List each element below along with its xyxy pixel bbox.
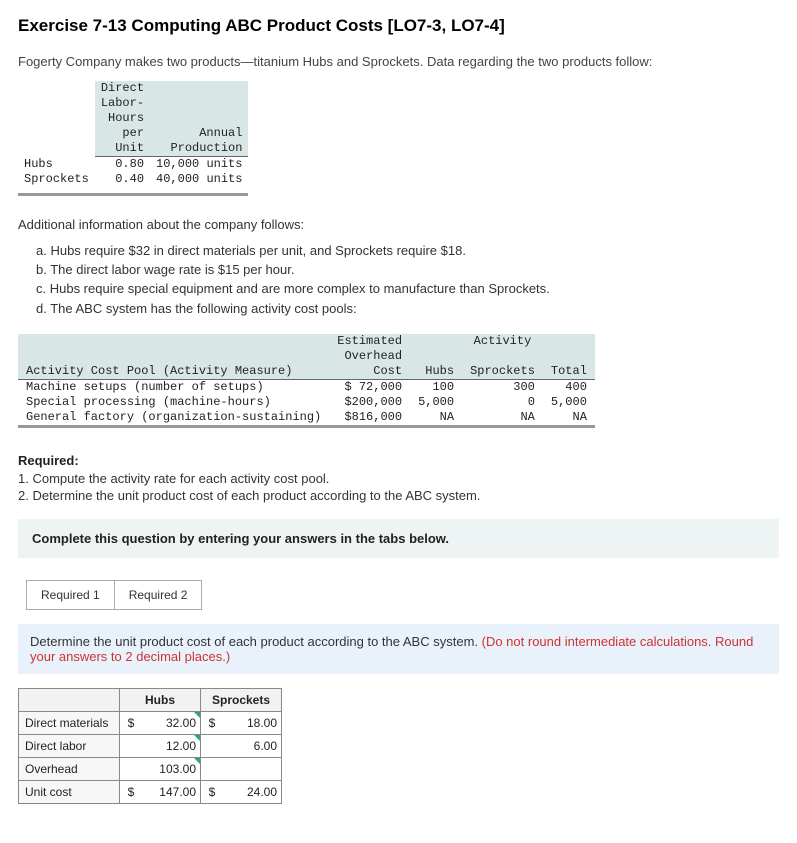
currency-cell[interactable] [201, 734, 224, 757]
table-row: Sprockets 0.40 40,000 units [18, 172, 248, 187]
col-header: Labor- [95, 96, 150, 111]
cell-pool: Special processing (machine-hours) [18, 395, 329, 410]
answer-table: Hubs Sprockets Direct materials $ 32.00 … [18, 688, 282, 804]
table-row: Machine setups (number of setups) $ 72,0… [18, 379, 595, 395]
table-row: Unit cost $ 147.00 $ 24.00 [19, 780, 282, 803]
col-header: per [95, 126, 150, 141]
info-item: b. The direct labor wage rate is $15 per… [36, 261, 779, 279]
col-header: Activity Cost Pool (Activity Measure) [18, 364, 329, 380]
currency-cell[interactable]: $ [120, 780, 143, 803]
table-row: Direct materials $ 32.00 $ 18.00 [19, 711, 282, 734]
input-cell[interactable]: 6.00 [223, 734, 282, 757]
input-cell[interactable] [223, 757, 282, 780]
cell-production: 10,000 units [150, 157, 248, 173]
row-label: Direct labor [19, 734, 120, 757]
cell-cost: $200,000 [329, 395, 410, 410]
col-header: Unit [95, 141, 150, 157]
currency-cell[interactable]: $ [201, 711, 224, 734]
row-label: Hubs [18, 157, 95, 173]
currency-cell[interactable] [120, 734, 143, 757]
cell-hubs: 100 [410, 379, 462, 395]
currency-cell[interactable] [120, 757, 143, 780]
prompt-box: Determine the unit product cost of each … [18, 624, 779, 674]
col-header-sprockets: Sprockets [201, 688, 282, 711]
required-item: 1. Compute the activity rate for each ac… [18, 470, 779, 488]
table-row: Overhead 103.00 [19, 757, 282, 780]
cell-total: NA [543, 410, 595, 425]
tab-required-1[interactable]: Required 1 [26, 580, 115, 610]
page-title: Exercise 7-13 Computing ABC Product Cost… [18, 16, 779, 36]
required-item: 2. Determine the unit product cost of ea… [18, 487, 779, 505]
col-header: Activity [410, 334, 595, 349]
col-header: Cost [329, 364, 410, 380]
currency-cell[interactable]: $ [120, 711, 143, 734]
cell-hubs: NA [410, 410, 462, 425]
currency-cell[interactable] [201, 757, 224, 780]
table-row: Direct labor 12.00 6.00 [19, 734, 282, 757]
row-label: Sprockets [18, 172, 95, 187]
input-cell[interactable]: 147.00 [142, 780, 201, 803]
cell-production: 40,000 units [150, 172, 248, 187]
input-cell[interactable]: 32.00 [142, 711, 201, 734]
col-header-hubs: Hubs [120, 688, 201, 711]
row-label: Direct materials [19, 711, 120, 734]
input-cell[interactable]: 18.00 [223, 711, 282, 734]
col-header: Estimated [329, 334, 410, 349]
info-item: c. Hubs require special equipment and ar… [36, 280, 779, 298]
prompt-text: Determine the unit product cost of each … [30, 634, 482, 649]
intro-text: Fogerty Company makes two products—titan… [18, 54, 779, 69]
col-header: Overhead [329, 349, 410, 364]
cell-pool: General factory (organization-sustaining… [18, 410, 329, 425]
tabs: Required 1Required 2 [26, 580, 779, 610]
col-header: Production [150, 141, 248, 157]
cell-total: 400 [543, 379, 595, 395]
cell-sprockets: NA [462, 410, 543, 425]
cell-total: 5,000 [543, 395, 595, 410]
cell-dlh: 0.40 [95, 172, 150, 187]
input-cell[interactable]: 24.00 [223, 780, 282, 803]
row-label: Unit cost [19, 780, 120, 803]
table-row: Hubs 0.80 10,000 units [18, 157, 248, 173]
info-item: a. Hubs require $32 in direct materials … [36, 242, 779, 260]
instruction-bar: Complete this question by entering your … [18, 519, 779, 558]
cell-sprockets: 0 [462, 395, 543, 410]
cell-sprockets: 300 [462, 379, 543, 395]
cell-dlh: 0.80 [95, 157, 150, 173]
cell-hubs: 5,000 [410, 395, 462, 410]
input-cell[interactable]: 103.00 [142, 757, 201, 780]
additional-info-heading: Additional information about the company… [18, 217, 779, 232]
col-header: Hours [95, 111, 150, 126]
tab-required-2[interactable]: Required 2 [115, 580, 203, 610]
input-cell[interactable]: 12.00 [142, 734, 201, 757]
col-header: Annual [150, 126, 248, 141]
activity-table: Estimated Activity Overhead Activity Cos… [18, 334, 595, 428]
col-header: Direct [95, 81, 150, 96]
col-header: Sprockets [462, 364, 543, 380]
currency-cell[interactable]: $ [201, 780, 224, 803]
required-list: 1. Compute the activity rate for each ac… [18, 470, 779, 505]
info-list: a. Hubs require $32 in direct materials … [36, 242, 779, 318]
required-heading: Required: [18, 453, 779, 468]
col-header: Hubs [410, 364, 462, 380]
info-item: d. The ABC system has the following acti… [36, 300, 779, 318]
products-table: Direct Labor- Hours per Annual Unit Prod… [18, 81, 248, 196]
cell-cost: $816,000 [329, 410, 410, 425]
corner-cell [19, 688, 120, 711]
row-label: Overhead [19, 757, 120, 780]
col-header: Total [543, 364, 595, 380]
cell-cost: $ 72,000 [329, 379, 410, 395]
cell-pool: Machine setups (number of setups) [18, 379, 329, 395]
table-row: Special processing (machine-hours) $200,… [18, 395, 595, 410]
table-row: General factory (organization-sustaining… [18, 410, 595, 425]
